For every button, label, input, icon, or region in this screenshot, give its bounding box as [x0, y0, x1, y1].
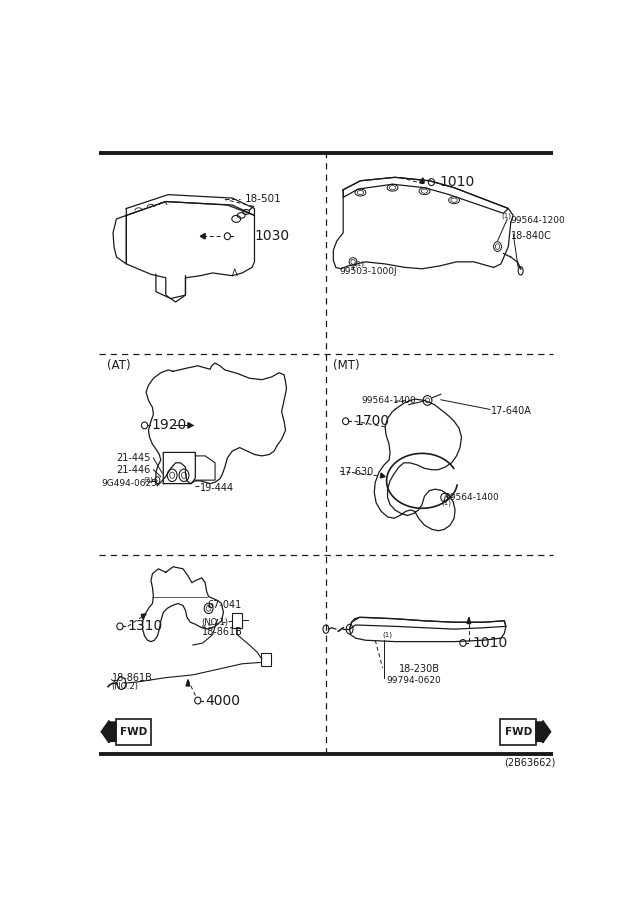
Polygon shape: [200, 233, 205, 239]
Bar: [116, 718, 151, 745]
Polygon shape: [380, 473, 385, 478]
Text: FWD: FWD: [120, 726, 148, 737]
Text: (2): (2): [144, 477, 153, 483]
Text: 17-630: 17-630: [340, 467, 374, 477]
Polygon shape: [141, 614, 146, 619]
Text: 19-444: 19-444: [200, 482, 235, 493]
Text: 18-861B: 18-861B: [111, 672, 153, 682]
Text: 9G494-0625: 9G494-0625: [102, 479, 158, 488]
Text: (NO.2): (NO.2): [111, 682, 139, 691]
Text: FWD: FWD: [504, 726, 532, 737]
Polygon shape: [467, 617, 471, 624]
Text: 99564-1400: 99564-1400: [361, 396, 416, 405]
Text: 18-861B: 18-861B: [202, 627, 242, 637]
Text: 17-640A: 17-640A: [491, 406, 532, 416]
Text: 1920: 1920: [151, 418, 186, 432]
Text: 4000: 4000: [205, 694, 240, 707]
Polygon shape: [186, 680, 190, 686]
Text: 18-840C: 18-840C: [511, 231, 551, 241]
Text: 99794-0620: 99794-0620: [386, 676, 441, 685]
Text: 18-230B: 18-230B: [399, 664, 440, 674]
Text: (NO.1): (NO.1): [202, 617, 229, 626]
Text: 99564-1200: 99564-1200: [511, 216, 565, 225]
Text: 21-445: 21-445: [116, 453, 151, 463]
Text: 67-041: 67-041: [207, 600, 242, 610]
Text: 1010: 1010: [439, 176, 474, 189]
Bar: [501, 718, 536, 745]
Text: 1700: 1700: [354, 414, 390, 428]
Text: (2B63662): (2B63662): [504, 757, 555, 767]
FancyArrow shape: [536, 721, 551, 742]
Text: (1): (1): [382, 632, 392, 638]
Text: 1310: 1310: [128, 619, 163, 634]
Text: 99564-1400: 99564-1400: [444, 493, 499, 502]
Text: 21-446: 21-446: [116, 464, 151, 474]
Text: 18-501: 18-501: [245, 194, 281, 204]
Text: (1): (1): [501, 212, 511, 219]
Polygon shape: [420, 178, 424, 183]
Text: (1): (1): [354, 261, 364, 267]
Text: 1030: 1030: [254, 230, 289, 243]
Text: (1): (1): [442, 500, 452, 506]
FancyArrow shape: [101, 721, 116, 742]
Text: (AT): (AT): [107, 359, 130, 372]
Text: 99503-1000J: 99503-1000J: [340, 267, 398, 276]
Polygon shape: [188, 423, 193, 428]
Text: (MT): (MT): [333, 359, 360, 372]
Text: 1010: 1010: [473, 636, 508, 650]
